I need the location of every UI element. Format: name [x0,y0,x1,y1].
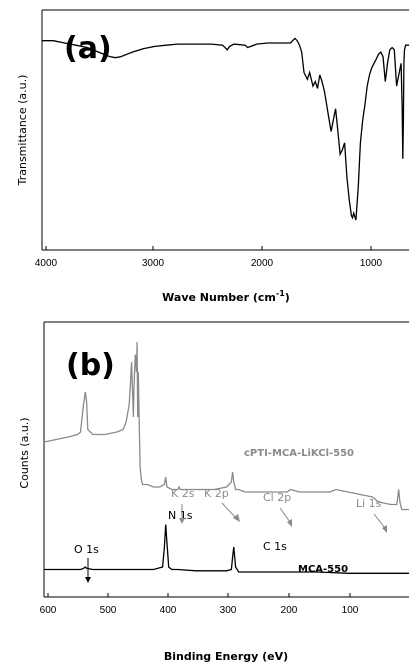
x-tick-label: 100 [342,605,359,616]
panel-a-label: (a) [64,31,112,66]
x-tick-label: 300 [220,605,237,616]
panel-a-x-axis-title: Wave Number (cm-1) [162,289,290,304]
panel-a-x-axis-title-end: ) [285,291,290,304]
panel-a-y-axis-title: Transmittance (a.u.) [16,75,29,187]
legend-mca-550: MCA-550 [298,564,348,575]
panel-b-label: (b) [66,348,115,383]
panel-b-x-axis-title: Binding Energy (eV) [164,650,288,663]
panel-a-x-ticks: 4000 3000 2000 1000 [35,246,383,269]
x-tick-label: 200 [281,605,298,616]
annotation-n-1s: N 1s [168,509,193,522]
panel-b-series-cpti-line [43,341,409,511]
panel-a: (a) 4000 3000 2000 1000 Transmittance (a.u.… [16,9,409,304]
arrow-li-1s-shaft [373,513,386,529]
x-tick-label: 4000 [35,258,58,269]
arrow-cl-2p-head [287,519,292,527]
panel-b-series-mca-line [44,524,409,574]
annotation-o-1s: O 1s [74,543,99,556]
x-tick-label: 2000 [251,258,274,269]
panel-a-series-line [42,37,409,221]
legend-cpti-mca-likcl-550: cPTI-MCA-LiKCl-550 [244,448,354,459]
x-tick-label: 3000 [142,258,165,269]
annotation-k-2p: K 2p [204,487,229,500]
x-tick-label: 600 [40,605,57,616]
annotation-c-1s: C 1s [263,540,287,553]
annotation-cl-2p: Cl 2p [263,491,291,504]
annotation-k-2s: K 2s [171,487,195,500]
x-tick-label: 500 [100,605,117,616]
panel-b-y-axis-title: Counts (a.u.) [18,417,31,488]
panel-a-x-axis-title-sup: -1 [276,289,285,298]
panel-a-x-axis-title-main: Wave Number (cm [162,291,276,304]
panel-b-x-ticks: 600 500 400 300 200 100 [40,593,359,616]
annotation-li-1s: Li 1s [356,497,382,510]
arrow-o-1s-head [85,577,91,583]
x-tick-label: 400 [160,605,177,616]
x-tick-label: 1000 [360,258,383,269]
arrow-k-2s-head [179,518,185,524]
arrow-k-2p-shaft [221,502,237,519]
arrow-cl-2p-shaft [279,507,291,523]
panel-b: (b) 600 500 400 300 200 100 cPTI-MCA-LiKCl-55… [18,321,409,663]
arrow-k-2p-head [233,514,240,522]
arrow-li-1s-head [382,525,387,533]
